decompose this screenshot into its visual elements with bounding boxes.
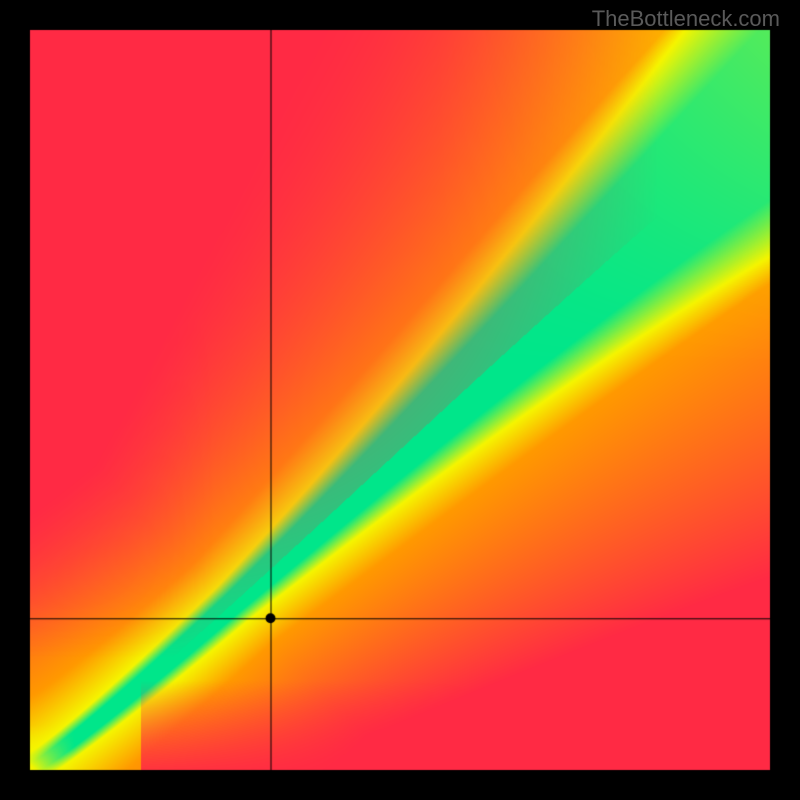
attribution-text: TheBottleneck.com xyxy=(592,6,780,32)
heatmap-canvas xyxy=(0,0,800,800)
chart-container: TheBottleneck.com xyxy=(0,0,800,800)
